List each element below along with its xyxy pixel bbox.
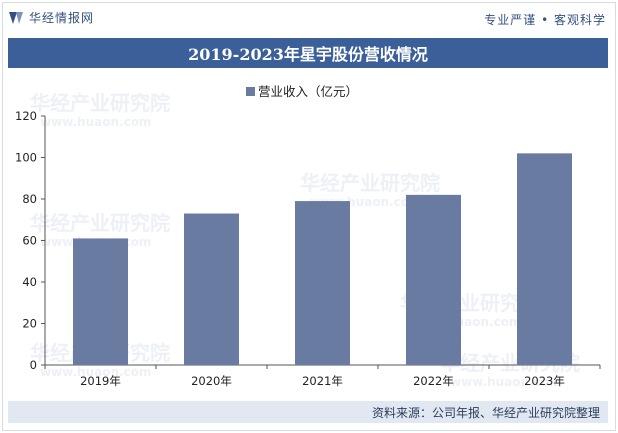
y-tick-label: 60 <box>22 234 37 248</box>
bar <box>517 153 572 365</box>
legend: 营业收入（亿元） <box>246 84 358 99</box>
source-note: 资料来源：公司年报、华经产业研究院整理 <box>371 406 600 420</box>
watermark-url: www.huaon.com <box>450 375 561 389</box>
watermark-text: 华经产业研究院 <box>300 171 440 195</box>
x-tick-label: 2019年 <box>80 374 121 388</box>
chart-title: 2019-2023年星宇股份营收情况 <box>188 45 428 64</box>
x-tick-label: 2023年 <box>524 374 565 388</box>
x-tick-label: 2021年 <box>302 374 343 388</box>
huajing-logo-icon <box>8 10 24 26</box>
x-tick-label: 2022年 <box>413 374 454 388</box>
watermark-url: www.huaon.com <box>40 365 151 379</box>
axes: 0 20 40 60 80 100 120 2019年 2020年 2021年 2022年 2023年 <box>15 109 601 388</box>
x-tick-label: 2020年 <box>191 374 232 388</box>
legend-label: 营业收入（亿元） <box>258 84 358 99</box>
brand[interactable]: 华经情报网 <box>8 9 94 26</box>
y-tick-label: 80 <box>22 192 37 206</box>
bar-chart: 华经产业研究院www.huaon.com华经产业研究院www.huaon.com… <box>15 84 601 389</box>
tagline: 专业严谨 • 客观科学 <box>484 13 606 27</box>
bar <box>73 238 128 365</box>
watermark-text: 华经产业研究院 <box>30 91 170 115</box>
y-tick-label: 0 <box>30 358 37 372</box>
y-tick-label: 20 <box>22 317 37 331</box>
y-tick-label: 120 <box>15 109 37 123</box>
bar <box>406 194 461 365</box>
brand-name: 华经情报网 <box>29 11 95 25</box>
footer-bar: 资料来源：公司年报、华经产业研究院整理 <box>8 401 608 423</box>
legend-swatch <box>246 87 255 96</box>
watermark-url: www.huaon.com <box>40 115 151 129</box>
y-tick-label: 40 <box>22 275 37 289</box>
title-bar: 2019-2023年星宇股份营收情况 <box>8 38 608 68</box>
watermark-text: 华经产业研究院 <box>30 211 170 235</box>
bars <box>73 153 572 365</box>
y-tick-label: 100 <box>15 151 37 165</box>
bar <box>295 201 350 365</box>
bar <box>184 213 239 365</box>
header-bar: 华经情报网 专业严谨 • 客观科学 <box>8 6 608 30</box>
